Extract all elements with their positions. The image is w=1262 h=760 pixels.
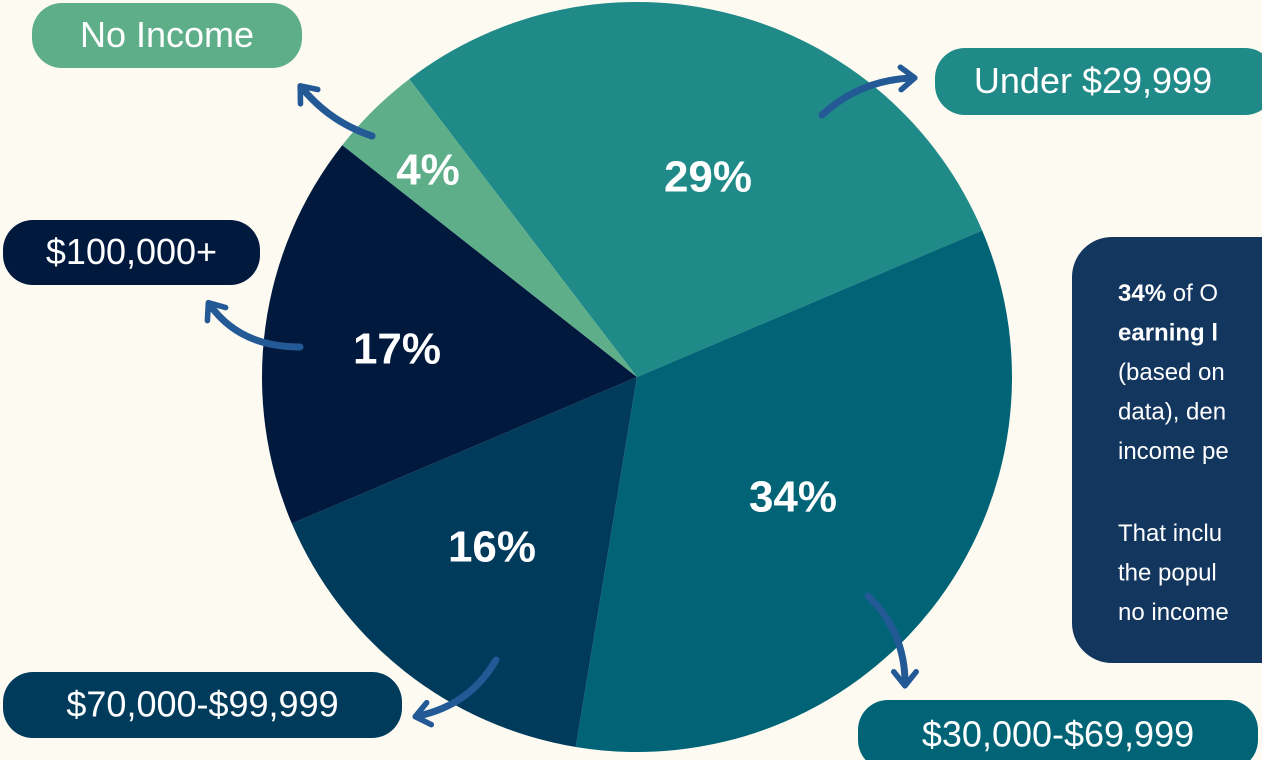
note-line: That inclu [1118, 520, 1222, 547]
data-label: 16% [448, 523, 536, 572]
note-line: data), den [1118, 399, 1226, 426]
note-line: (based on [1118, 359, 1225, 386]
data-label: 17% [353, 325, 441, 374]
note-line: no income [1118, 599, 1229, 626]
legend-label: $100,000+ [46, 231, 217, 272]
legend-label: Under $29,999 [974, 60, 1212, 101]
arrow [864, 592, 919, 689]
note-text: the popul [1118, 560, 1217, 587]
legend-label: No Income [80, 14, 254, 55]
pie: 29% 34% 16% 17% 4% [262, 1, 1013, 752]
note-line: 34% of O [1118, 280, 1218, 307]
data-label: 4% [396, 146, 460, 195]
pie-slice [291, 377, 637, 747]
legend-label: $30,000-$69,999 [922, 714, 1194, 755]
pie-slice [342, 79, 637, 378]
note-line: income pe [1118, 438, 1229, 465]
pie-slice [409, 1, 983, 377]
arrow [204, 299, 304, 351]
pie-slice [262, 145, 637, 524]
legend-pill [935, 48, 1262, 115]
arrow [412, 656, 500, 728]
data-label: 34% [749, 473, 837, 522]
legend-pill [32, 3, 302, 68]
legend-pill [3, 220, 260, 285]
pie-slice [575, 230, 1013, 752]
arrow [297, 83, 376, 140]
note-text: That inclu [1118, 520, 1222, 547]
note-box [1072, 237, 1262, 663]
legend-pill [858, 700, 1258, 760]
note-text: earning l [1118, 320, 1218, 347]
legend: Under $29,999 $30,000-$69,999 $70,000-$99,… [3, 3, 1262, 760]
note-text: of O [1166, 280, 1218, 307]
note-text: income pe [1118, 438, 1229, 465]
legend-pill [3, 672, 402, 738]
note: 34% of O earning l (based on data), den inco… [1118, 280, 1229, 626]
note-text: (based on [1118, 359, 1225, 386]
note-text: data), den [1118, 399, 1226, 426]
note-line: earning l [1118, 320, 1218, 347]
note-text: 34% [1118, 280, 1166, 307]
legend-label: $70,000-$99,999 [66, 684, 338, 725]
data-label: 29% [664, 153, 752, 202]
note-text: no income [1118, 599, 1229, 626]
arrow [818, 64, 918, 119]
note-line: the popul [1118, 560, 1217, 587]
